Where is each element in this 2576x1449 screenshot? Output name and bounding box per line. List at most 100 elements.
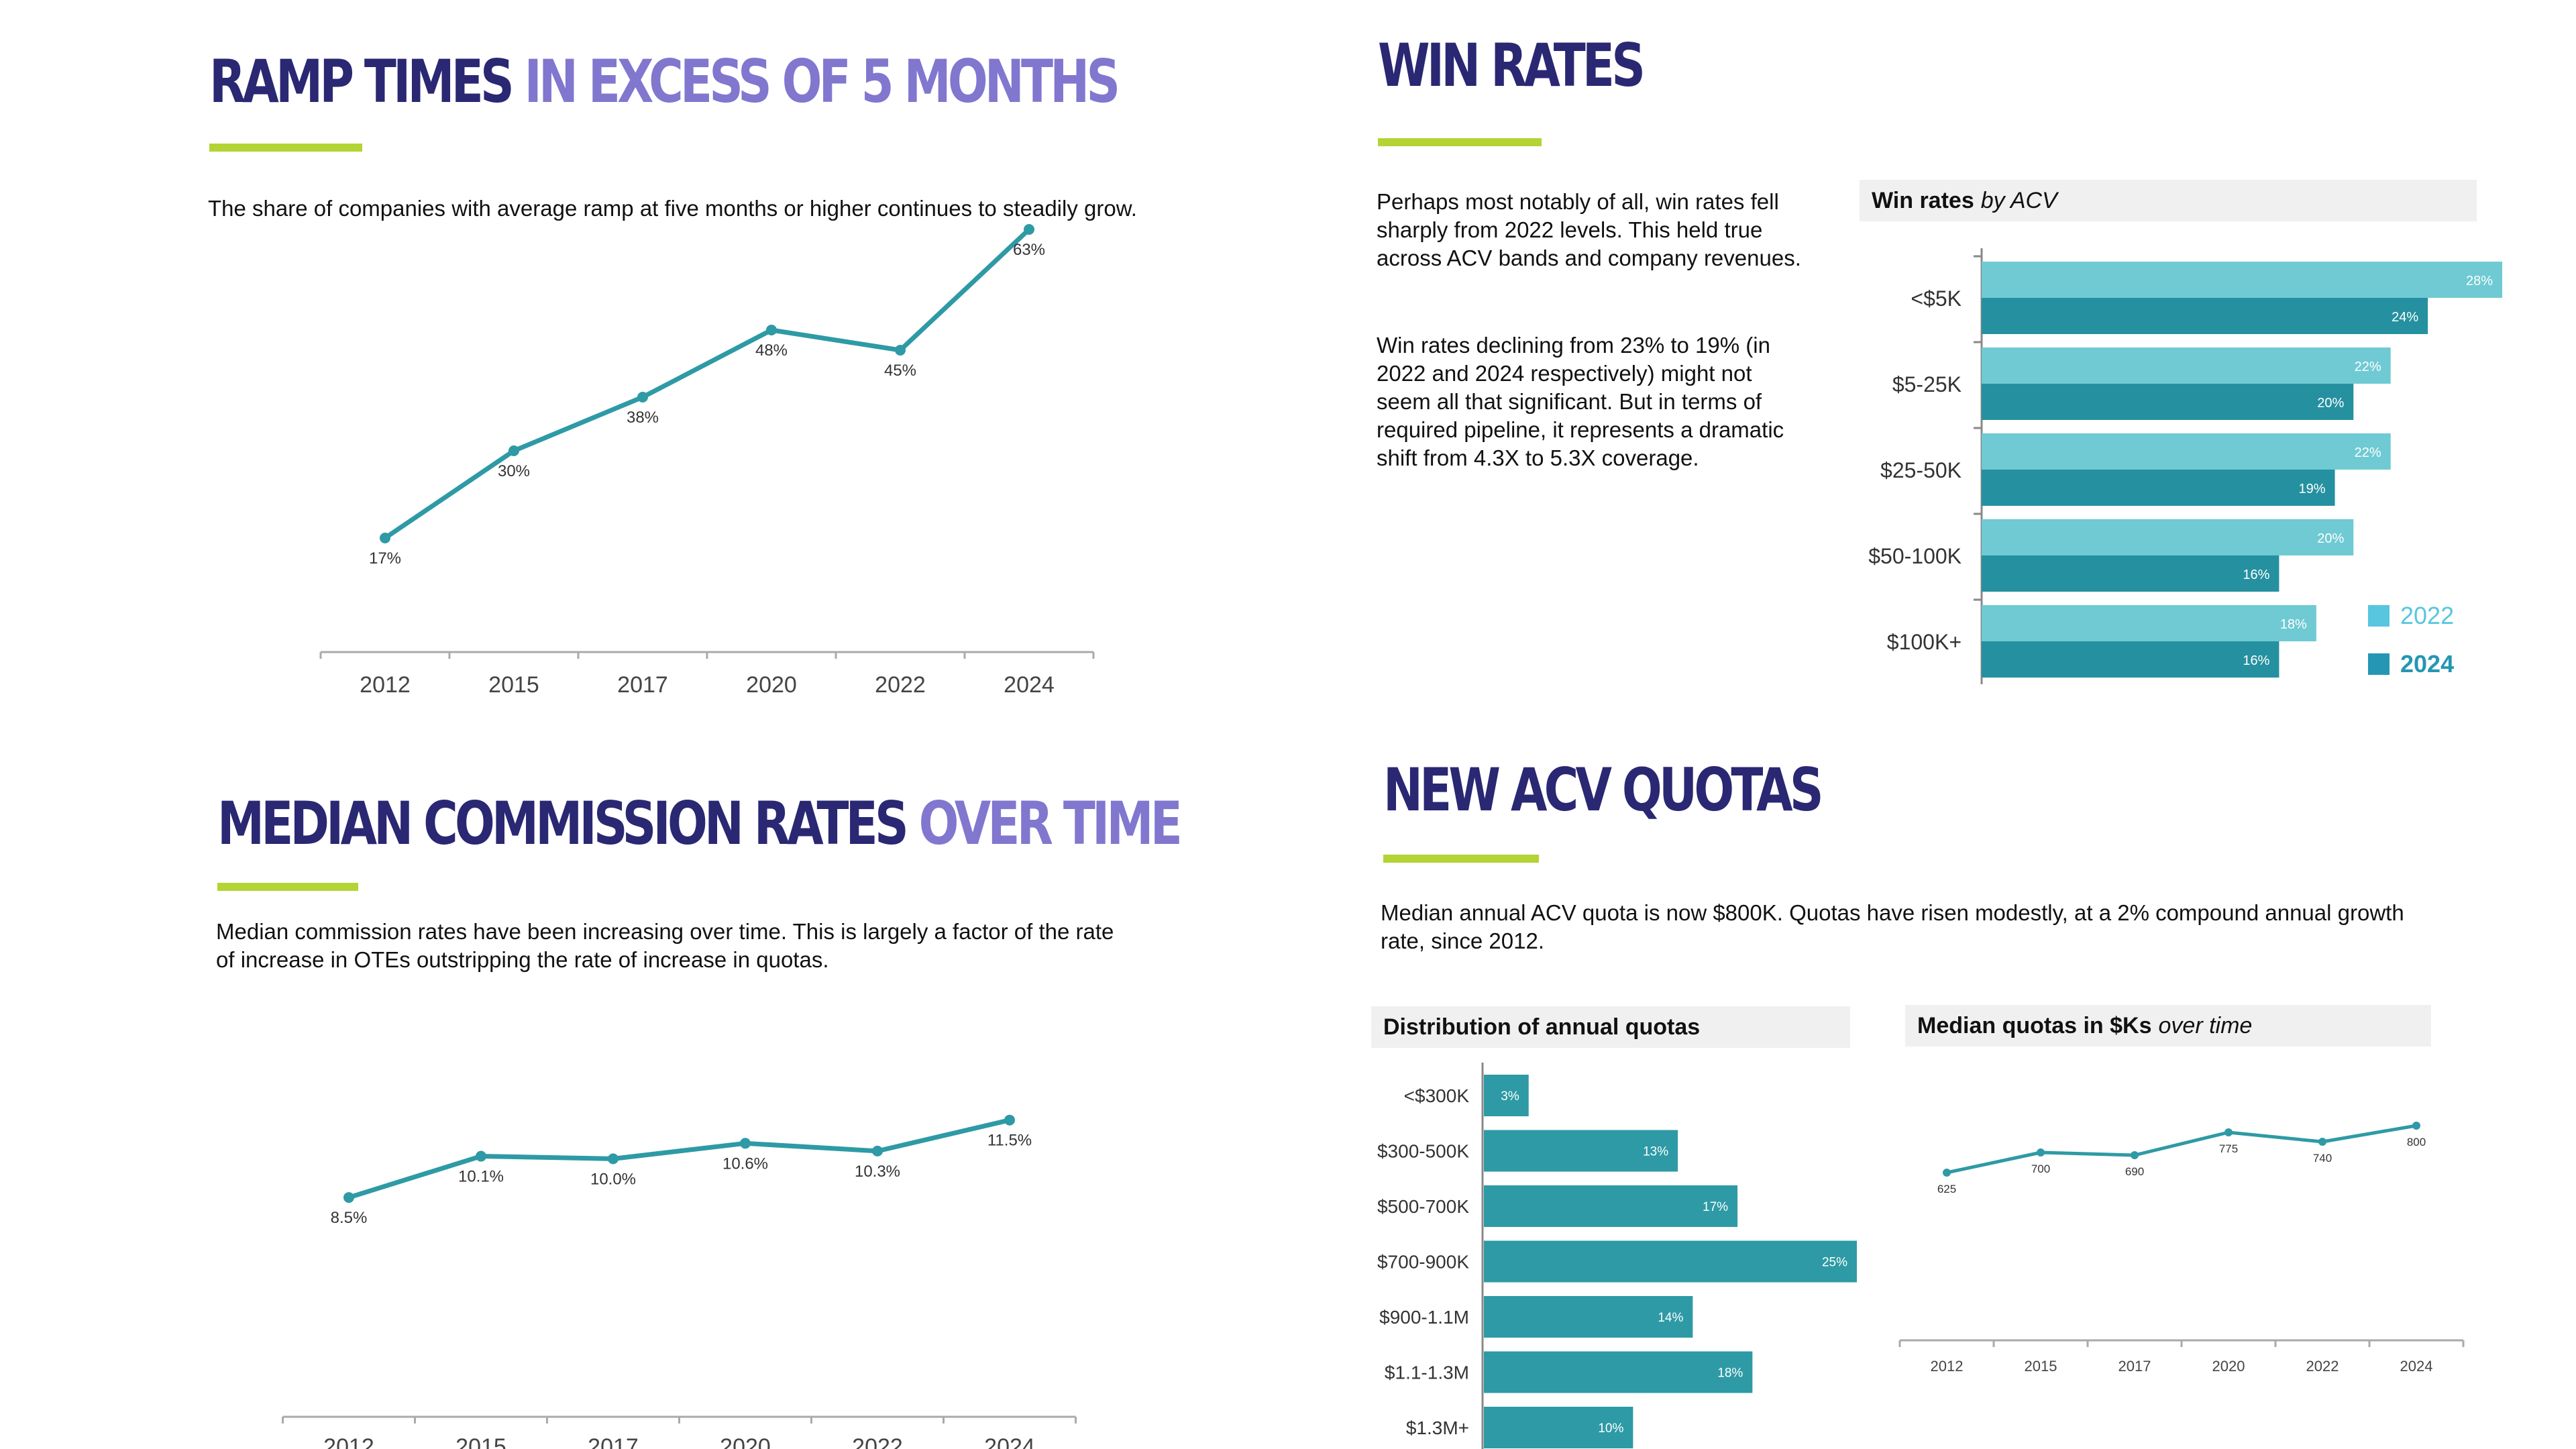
category-label: $500-700K: [1377, 1196, 1469, 1217]
bar-2022: [1982, 347, 2391, 384]
bar: [1484, 1351, 1753, 1393]
data-point: [1943, 1169, 1951, 1177]
win-chart-title-bold: Win rates: [1872, 187, 1974, 213]
data-label: 8.5%: [331, 1209, 368, 1227]
bar: [1484, 1296, 1693, 1338]
x-tick-label: 2020: [746, 672, 797, 698]
data-point: [2037, 1148, 2045, 1157]
category-label: $1.3M+: [1406, 1417, 1469, 1438]
series-line: [1946, 1124, 2417, 1175]
bar-label: 13%: [1643, 1145, 1668, 1159]
category-label: $900-1.1M: [1379, 1307, 1469, 1328]
median-chart-title: Median quotas in $Ks over time: [1905, 1005, 2431, 1046]
ramp-divider: [209, 144, 362, 152]
bar-label: 16%: [2243, 653, 2269, 668]
category-label: $5-25K: [1892, 372, 1962, 396]
win-chart-title: Win rates by ACV: [1860, 180, 2477, 221]
data-label: 10.6%: [722, 1155, 768, 1173]
data-label: 740: [2313, 1152, 2332, 1165]
win-chart-title-italic: by ACV: [1980, 187, 2057, 213]
data-label: 30%: [498, 462, 530, 480]
bar-2024: [1982, 641, 2279, 678]
quotas-divider: [1383, 855, 1539, 863]
bar-2024: [1982, 298, 2428, 334]
data-point: [740, 1138, 751, 1149]
data-point: [2131, 1151, 2139, 1159]
x-tick-label: 2020: [720, 1434, 771, 1449]
bar-2022: [1982, 262, 2502, 298]
data-point: [895, 345, 906, 356]
category-label: $25-50K: [1880, 458, 1962, 482]
quotas-description: Median annual ACV quota is now $800K. Qu…: [1381, 900, 2404, 953]
x-tick-label: 2015: [2025, 1358, 2057, 1375]
legend-swatch-2024: [2368, 653, 2390, 675]
data-label: 38%: [627, 409, 659, 427]
bar-label: 14%: [1658, 1311, 1683, 1325]
bar-label: 19%: [2299, 482, 2326, 496]
bar-label: 18%: [2280, 617, 2307, 632]
win-heading: WIN RATES: [1378, 31, 1646, 100]
category-label: $50-100K: [1868, 544, 1962, 568]
data-label: 10.3%: [855, 1163, 900, 1181]
data-label: 11.5%: [987, 1132, 1032, 1150]
bar-label: 16%: [2243, 568, 2269, 582]
data-point: [1024, 224, 1034, 235]
bar-label: 22%: [2355, 360, 2381, 374]
x-tick-label: 2022: [852, 1434, 903, 1449]
x-tick-label: 2017: [617, 672, 668, 698]
bar: [1484, 1130, 1678, 1172]
x-tick-label: 2015: [455, 1434, 506, 1449]
x-tick-label: 2015: [488, 672, 539, 698]
category-label: $300-500K: [1377, 1141, 1469, 1162]
ramp-heading: RAMP TIMES IN EXCESS OF 5 MONTHS: [209, 52, 1120, 111]
bar-2022: [1982, 433, 2391, 470]
data-point: [1004, 1114, 1015, 1126]
bar-label: 18%: [1717, 1366, 1743, 1381]
dist-chart-title: Distribution of annual quotas: [1371, 1006, 1850, 1048]
data-point: [766, 325, 777, 335]
legend-swatch-2022: [2368, 605, 2390, 627]
bar-label: 24%: [2392, 310, 2418, 325]
series-line: [384, 227, 1031, 540]
data-point: [2224, 1128, 2233, 1136]
win-divider: [1378, 138, 1542, 146]
data-label: 10.1%: [458, 1168, 504, 1186]
data-label: 625: [1937, 1183, 1956, 1195]
bar-2024: [1982, 384, 2354, 420]
category-label: <$5K: [1911, 286, 1962, 311]
bar-label: 25%: [1822, 1256, 1847, 1270]
bar-2022: [1982, 519, 2354, 555]
commission-line-chart: 2012 2015 2017 2020 2022 2024 8.5% 10.1% 10.0% 10…: [282, 1114, 1077, 1449]
ramp-heading-accent: IN EXCESS OF 5 MONTHS: [524, 47, 1120, 116]
bar-label: 28%: [2466, 274, 2493, 288]
data-point: [637, 392, 648, 402]
win-paragraph-2: Win rates declining from 23% to 19% (in …: [1377, 333, 1784, 470]
median-line-chart: 2012 2015 2017 2020 2022 2024 625 700 690 775 740 8…: [1898, 1122, 2465, 1375]
x-tick-label: 2017: [2118, 1358, 2151, 1375]
median-chart-title-bold: Median quotas in $Ks: [1917, 1012, 2152, 1038]
bar-label: 17%: [1703, 1200, 1728, 1214]
ramp-description: The share of companies with average ramp…: [208, 196, 1137, 221]
data-point: [2412, 1122, 2420, 1130]
x-tick-label: 2012: [360, 672, 411, 698]
data-label: 48%: [755, 341, 788, 360]
data-label: 800: [2407, 1136, 2426, 1148]
bar-label: 20%: [2317, 531, 2344, 546]
legend-label-2022: 2022: [2400, 602, 2454, 629]
bar-label: 20%: [2317, 396, 2344, 411]
quotas-heading: NEW ACV QUOTAS: [1383, 755, 1824, 824]
win-paragraph-1: Perhaps most notably of all, win rates f…: [1377, 189, 1801, 270]
win-bar-chart: <$5K 28% 24% $5-25K 22% 20% $25-50K 22% 19% $50-1…: [1868, 248, 2502, 684]
bar-2024: [1982, 555, 2279, 592]
bar: [1484, 1407, 1633, 1448]
ramp-heading-main: RAMP TIMES: [209, 47, 525, 116]
dist-bar-chart: <$300K 3% $300-500K 13% $500-700K 17% $700-900…: [1377, 1063, 1857, 1449]
commission-heading: MEDIAN COMMISSION RATES OVER TIME: [217, 794, 1183, 853]
bar-2022: [1982, 605, 2316, 641]
x-tick-label: 2024: [1004, 672, 1055, 698]
bar: [1484, 1185, 1738, 1227]
commission-description: Median commission rates have been increa…: [216, 919, 1114, 972]
data-label: 775: [2219, 1142, 2238, 1155]
data-point: [343, 1192, 354, 1203]
data-label: 690: [2125, 1165, 2144, 1178]
